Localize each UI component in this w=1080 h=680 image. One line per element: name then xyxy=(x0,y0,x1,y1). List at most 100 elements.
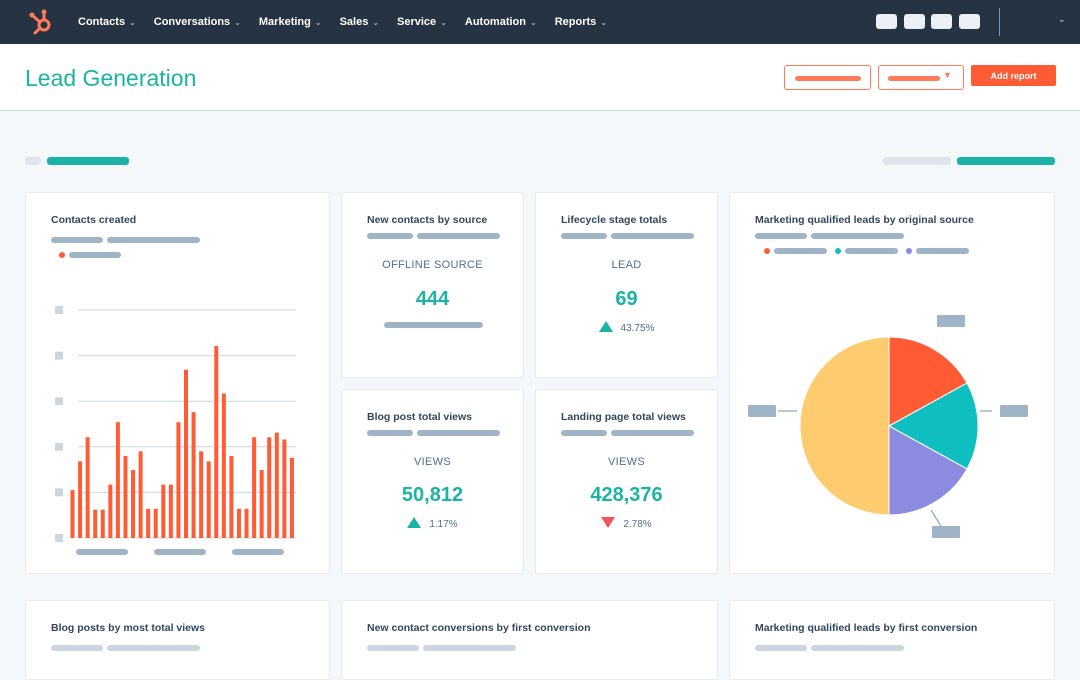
dashboard-dropdown[interactable]: ▼ xyxy=(878,65,964,90)
add-report-button[interactable]: Add report xyxy=(971,65,1056,86)
placeholder xyxy=(367,233,413,239)
nav-icon-button[interactable] xyxy=(876,14,897,29)
pie-slice[interactable] xyxy=(887,382,979,470)
filter-placeholder[interactable] xyxy=(957,157,1055,165)
bar[interactable] xyxy=(229,455,234,538)
legend-placeholder xyxy=(774,248,827,254)
bar[interactable] xyxy=(191,412,196,538)
bar[interactable] xyxy=(131,470,136,538)
card-new-contacts[interactable]: New contacts by source OFFLINE SOURCE 44… xyxy=(341,192,524,378)
nav-item-conversations[interactable]: Conversations ⌄ xyxy=(154,16,241,28)
bar[interactable] xyxy=(184,369,188,538)
bar[interactable] xyxy=(153,508,158,538)
nav-divider xyxy=(999,8,1000,36)
bar[interactable] xyxy=(108,484,113,538)
pie-slice[interactable] xyxy=(888,425,968,516)
bar[interactable] xyxy=(199,451,204,538)
nav-item-contacts[interactable]: Contacts ⌄ xyxy=(78,16,136,28)
card-title: Blog post total views xyxy=(367,411,473,423)
placeholder xyxy=(107,645,200,651)
placeholder xyxy=(811,645,904,651)
page-header: Lead Generation ▼ Add report xyxy=(0,44,1080,111)
bar[interactable] xyxy=(138,451,143,538)
bar[interactable] xyxy=(78,461,83,538)
card-mql-source[interactable]: Marketing qualified leads by original so… xyxy=(729,192,1055,574)
nav-item-label: Marketing xyxy=(258,16,311,28)
bar[interactable] xyxy=(176,422,181,538)
card-title: New contact conversions by first convers… xyxy=(367,622,591,634)
card-title: Blog posts by most total views xyxy=(51,622,206,634)
kpi-change: 43.75% xyxy=(536,321,717,334)
bar[interactable] xyxy=(115,422,120,538)
pie-label-placeholder xyxy=(748,405,776,417)
placeholder xyxy=(51,237,103,243)
placeholder xyxy=(367,645,419,651)
bar[interactable] xyxy=(70,490,75,538)
card-contacts-created[interactable]: Contacts created xyxy=(25,192,330,574)
triangle-up-icon xyxy=(407,517,422,528)
filter-placeholder[interactable] xyxy=(47,157,129,165)
mql-pie-chart xyxy=(748,315,1028,538)
y-tick-placeholder xyxy=(55,397,63,406)
card-title: Landing page total views xyxy=(561,411,686,423)
kpi-change-value: 2.78% xyxy=(623,519,652,530)
bar[interactable] xyxy=(221,393,226,538)
card-title: Lifecycle stage totals xyxy=(561,214,668,226)
nav-item-label: Service xyxy=(397,16,437,28)
account-chevron-down-icon[interactable]: ⌄ xyxy=(1058,14,1066,24)
card-conversions[interactable]: New contact conversions by first convers… xyxy=(341,600,718,680)
filter-placeholder[interactable] xyxy=(25,157,41,165)
nav-item-service[interactable]: Service ⌄ xyxy=(397,16,447,28)
nav-icon-button[interactable] xyxy=(904,14,925,29)
chevron-down-icon: ⌄ xyxy=(600,18,607,27)
bar[interactable] xyxy=(289,457,294,538)
filter-placeholder[interactable] xyxy=(883,157,951,165)
placeholder xyxy=(611,233,694,239)
bar[interactable] xyxy=(274,432,279,538)
card-blog-views[interactable]: Blog post total views VIEWS 50,812 1.17% xyxy=(341,389,524,574)
card-lifecycle[interactable]: Lifecycle stage totals LEAD 69 43.75% xyxy=(535,192,718,378)
nav-icon-button[interactable] xyxy=(931,14,952,29)
legend-dot xyxy=(59,252,65,258)
bar[interactable] xyxy=(168,484,173,538)
pie-slice[interactable] xyxy=(888,336,968,427)
card-title: Marketing qualified leads by first conve… xyxy=(755,622,978,634)
pie-slice[interactable] xyxy=(799,336,890,516)
chevron-down-icon: ⌄ xyxy=(129,18,136,27)
placeholder xyxy=(384,322,483,328)
bar[interactable] xyxy=(259,470,264,538)
card-landing-views[interactable]: Landing page total views VIEWS 428,376 2… xyxy=(535,389,718,574)
bar[interactable] xyxy=(282,439,287,538)
nav-icon-button[interactable] xyxy=(959,14,980,29)
actions-button[interactable] xyxy=(784,65,871,90)
bar[interactable] xyxy=(161,484,166,538)
bar[interactable] xyxy=(146,508,151,538)
chevron-down-icon: ⌄ xyxy=(529,18,537,27)
y-tick-placeholder xyxy=(55,351,63,360)
nav-item-reports[interactable]: Reports ⌄ xyxy=(555,16,607,28)
pie-label-placeholder xyxy=(932,526,960,538)
bar[interactable] xyxy=(100,509,105,538)
bar[interactable] xyxy=(252,437,257,538)
x-tick-placeholder xyxy=(232,549,284,555)
bar[interactable] xyxy=(214,346,219,538)
kpi-value: 69 xyxy=(615,288,638,310)
nav-item-marketing[interactable]: Marketing ⌄ xyxy=(259,16,322,28)
bar[interactable] xyxy=(244,508,249,538)
bar[interactable] xyxy=(85,437,90,538)
bar[interactable] xyxy=(123,455,128,538)
card-mql-first[interactable]: Marketing qualified leads by first conve… xyxy=(729,600,1055,680)
card-blog-posts[interactable]: Blog posts by most total views xyxy=(25,600,330,680)
kpi-value: 428,376 xyxy=(590,484,663,506)
bar[interactable] xyxy=(206,461,211,538)
nav-item-label: Automation xyxy=(464,16,526,28)
placeholder xyxy=(561,430,607,436)
pie-label-placeholder xyxy=(937,315,965,327)
bar[interactable] xyxy=(267,437,272,538)
hubspot-logo-icon[interactable] xyxy=(28,8,56,36)
bar[interactable] xyxy=(93,509,98,538)
bar[interactable] xyxy=(236,508,241,538)
nav-item-sales[interactable]: Sales ⌄ xyxy=(340,16,379,28)
nav-item-automation[interactable]: Automation ⌄ xyxy=(465,16,537,28)
kpi-value: 50,812 xyxy=(401,484,464,506)
